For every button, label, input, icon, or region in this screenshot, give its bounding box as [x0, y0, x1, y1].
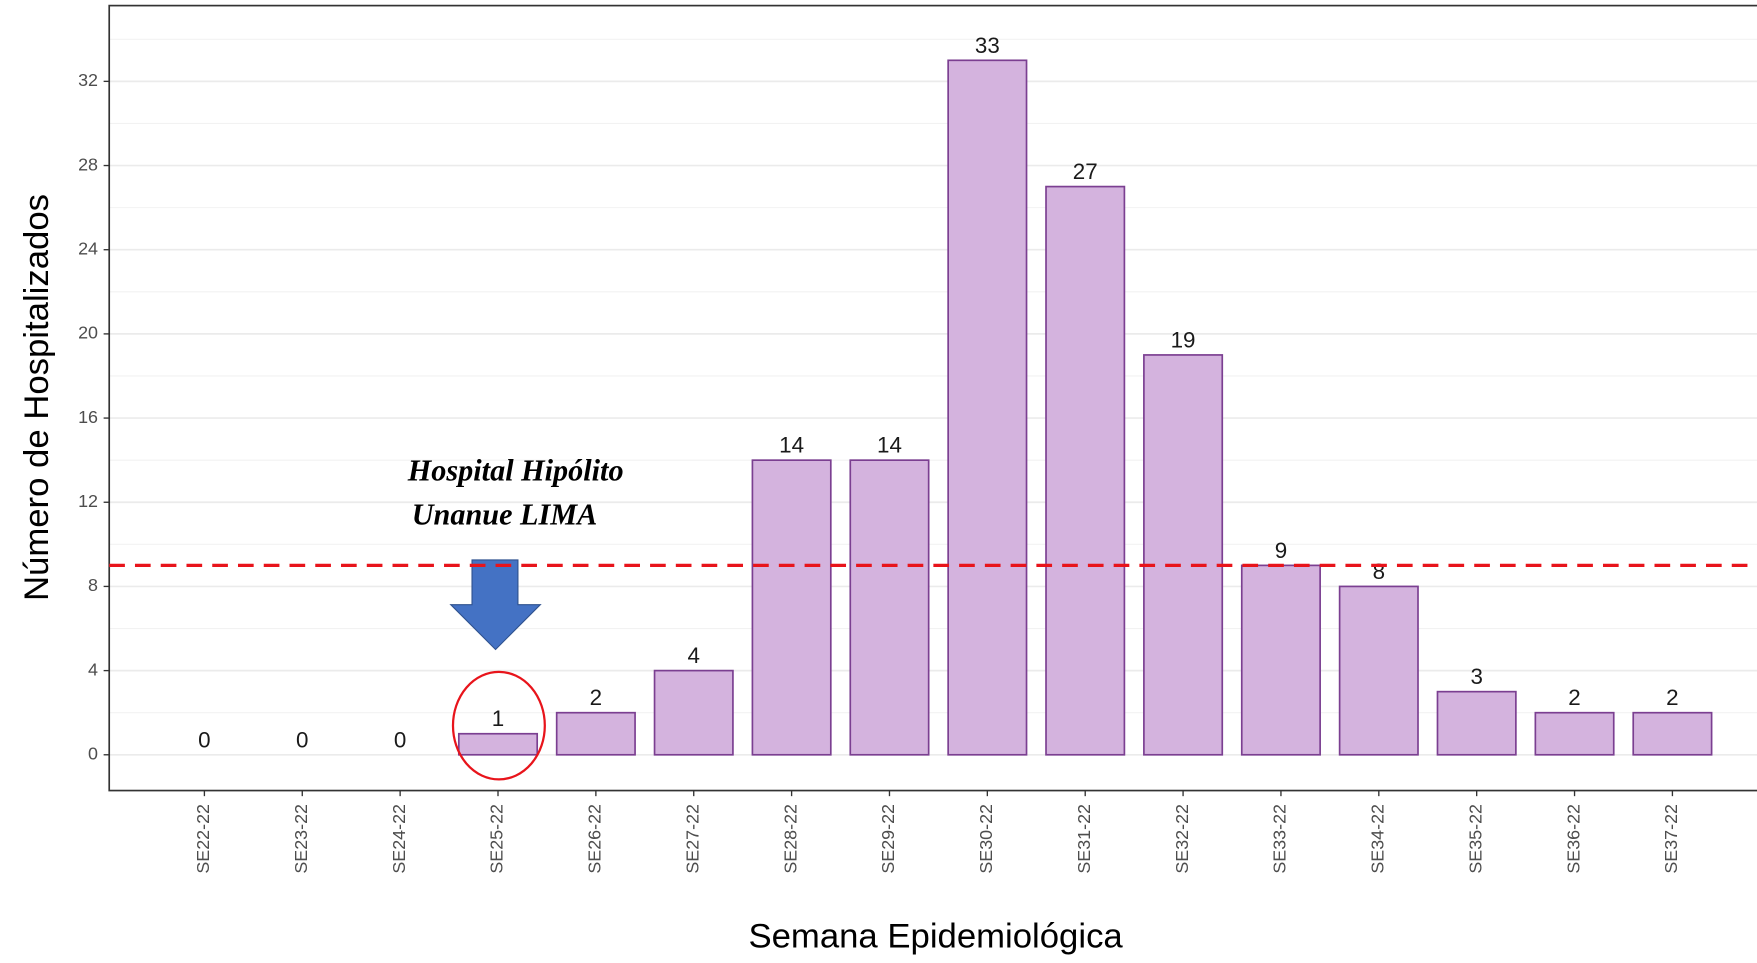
y-tick-label: 4: [88, 659, 98, 679]
x-tick-label: SE30-22: [976, 804, 996, 874]
x-tick-label: SE25-22: [487, 804, 507, 874]
value-label: 1: [492, 706, 504, 731]
bars: [457, 59, 1713, 756]
value-label: 8: [1373, 559, 1385, 584]
bar: [751, 459, 832, 756]
y-tick-label: 16: [78, 407, 98, 427]
panel-border: [108, 4, 1757, 792]
y-tick-label: 32: [78, 70, 98, 90]
y-tick-label: 24: [78, 238, 98, 258]
bar: [947, 59, 1028, 756]
bar: [1143, 354, 1224, 756]
arrow: [449, 559, 542, 651]
bar: [1045, 185, 1126, 756]
value-label: 2: [1568, 685, 1580, 710]
y-tick-label: 8: [88, 575, 98, 595]
value-label: 3: [1470, 664, 1482, 689]
x-tick-label: SE23-22: [291, 804, 311, 874]
y-tick-label: 0: [88, 744, 98, 764]
value-label: 0: [394, 727, 406, 752]
x-tick-label: SE36-22: [1563, 804, 1583, 874]
x-tick-label: SE33-22: [1270, 804, 1290, 874]
highlight-circle: [451, 670, 546, 781]
x-tick-label: SE27-22: [682, 804, 702, 874]
x-tick-label: SE34-22: [1368, 804, 1388, 874]
value-label: 2: [1666, 685, 1678, 710]
grid: [109, 38, 1757, 756]
x-tick-label: SE26-22: [585, 804, 605, 874]
x-tick-label: SE32-22: [1172, 804, 1192, 874]
x-tick-label: SE28-22: [780, 804, 800, 874]
annotation: Hospital Hipólito: [407, 454, 624, 488]
x-tick-label: SE37-22: [1661, 804, 1681, 874]
bar: [1240, 564, 1321, 756]
bar: [1436, 690, 1517, 756]
bar: [1632, 711, 1713, 756]
x-tick-label: SE31-22: [1074, 804, 1094, 874]
bar: [849, 459, 930, 756]
value-label: 0: [198, 727, 210, 752]
value-label: 19: [1171, 327, 1196, 352]
bar: [1338, 585, 1419, 756]
y-tick-label: 20: [78, 323, 98, 343]
x-tick-label: SE29-22: [878, 804, 898, 874]
bar: [555, 711, 636, 756]
x-axis-title: Semana Epidemiológica: [748, 918, 1123, 956]
x-tick-label: SE35-22: [1465, 804, 1485, 874]
y-tick-label: 12: [78, 491, 98, 511]
bar: [457, 732, 539, 756]
x-tick-label: SE24-22: [389, 804, 409, 874]
value-label: 2: [590, 685, 602, 710]
value-label: 14: [779, 433, 804, 458]
x-tick-label: SE22-22: [193, 804, 213, 874]
value-label: 14: [877, 433, 902, 458]
value-label: 27: [1073, 159, 1098, 184]
bar: [653, 669, 734, 756]
bar: [1534, 711, 1615, 756]
value-label: 9: [1275, 538, 1287, 563]
value-label: 4: [688, 643, 700, 668]
value-label: 0: [296, 727, 308, 752]
annotation: Unanue LIMA: [412, 497, 598, 531]
value-label: 33: [975, 33, 1000, 58]
y-tick-label: 28: [78, 154, 98, 174]
y-axis-title: Número de Hospitalizados: [18, 194, 56, 601]
